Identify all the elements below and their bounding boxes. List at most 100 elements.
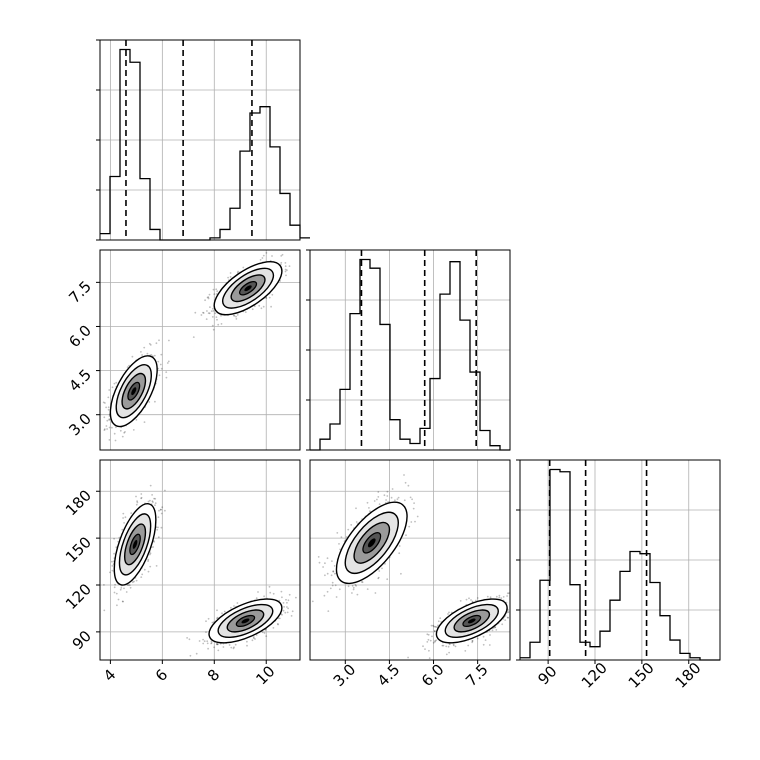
scatter-point bbox=[434, 630, 436, 633]
scatter-point bbox=[158, 374, 161, 377]
scatter-point bbox=[265, 297, 268, 300]
scatter-point bbox=[223, 610, 226, 613]
scatter-point bbox=[135, 503, 138, 506]
x-tick-label: 10 bbox=[252, 662, 278, 688]
scatter-point bbox=[398, 552, 401, 555]
scatter-point bbox=[506, 611, 509, 614]
scatter-point bbox=[107, 396, 110, 399]
scatter-point bbox=[216, 643, 219, 646]
scatter-point bbox=[208, 293, 211, 296]
scatter-point bbox=[107, 408, 110, 411]
scatter-point bbox=[355, 507, 357, 510]
scatter-point bbox=[189, 654, 192, 657]
scatter-point bbox=[351, 592, 353, 594]
scatter-point bbox=[412, 507, 415, 510]
scatter-point bbox=[228, 644, 231, 646]
scatter-point bbox=[383, 494, 386, 497]
scatter-point bbox=[236, 271, 239, 274]
scatter-point bbox=[209, 306, 211, 308]
scatter-point bbox=[347, 585, 350, 588]
scatter-point bbox=[338, 543, 340, 545]
scatter-point bbox=[269, 591, 272, 594]
scatter-point bbox=[262, 305, 265, 308]
scatter-point bbox=[386, 495, 389, 497]
scatter-point bbox=[410, 521, 413, 523]
y-tick-label: 120 bbox=[62, 580, 95, 613]
scatter-point bbox=[233, 646, 235, 649]
scatter-point bbox=[143, 346, 146, 349]
scatter-point bbox=[426, 633, 429, 636]
scatter-point bbox=[286, 269, 288, 272]
scatter-point bbox=[253, 305, 256, 308]
scatter-point bbox=[246, 640, 248, 643]
scatter-panel-0-1 bbox=[99, 249, 301, 451]
scatter-point bbox=[233, 315, 236, 317]
scatter-point bbox=[130, 512, 133, 514]
scatter-point bbox=[202, 311, 204, 314]
axes-frame bbox=[99, 249, 301, 451]
scatter-point bbox=[148, 401, 151, 403]
scatter-point bbox=[398, 545, 401, 547]
scatter-point bbox=[281, 253, 284, 256]
scatter-point bbox=[135, 579, 138, 582]
scatter-point bbox=[366, 588, 369, 590]
scatter-point bbox=[504, 619, 507, 621]
scatter-point bbox=[271, 293, 274, 296]
y-tick-label: 4.5 bbox=[65, 366, 95, 396]
scatter-point bbox=[429, 639, 432, 642]
scatter-point bbox=[215, 643, 218, 646]
scatter-point bbox=[428, 649, 430, 652]
scatter-point bbox=[152, 546, 155, 548]
scatter-point bbox=[166, 362, 169, 364]
scatter-point bbox=[291, 610, 294, 613]
scatter-point bbox=[141, 354, 144, 356]
scatter-point bbox=[211, 621, 214, 624]
scatter-point bbox=[326, 557, 329, 560]
scatter-point bbox=[200, 314, 203, 316]
scatter-point bbox=[396, 498, 399, 500]
scatter-point bbox=[140, 493, 143, 495]
scatter-point bbox=[108, 419, 111, 421]
scatter-point bbox=[208, 312, 211, 315]
scatter-point bbox=[113, 382, 116, 385]
scatter-point bbox=[109, 571, 111, 574]
scatter-point bbox=[188, 638, 191, 641]
scatter-point bbox=[108, 418, 111, 421]
density-contour bbox=[367, 538, 376, 548]
scatter-point bbox=[147, 558, 150, 561]
scatter-point bbox=[146, 352, 149, 355]
scatter-point bbox=[407, 656, 409, 659]
scatter-point bbox=[280, 590, 283, 593]
scatter-point bbox=[140, 351, 142, 353]
scatter-point bbox=[287, 599, 290, 602]
scatter-point bbox=[212, 328, 215, 331]
scatter-point bbox=[108, 439, 111, 441]
scatter-point bbox=[165, 376, 168, 379]
scatter-point bbox=[216, 617, 218, 620]
scatter-point bbox=[230, 646, 233, 649]
scatter-point bbox=[210, 640, 213, 643]
scatter-point bbox=[424, 648, 426, 650]
scatter-point bbox=[288, 593, 291, 596]
axes-frame bbox=[519, 459, 721, 661]
scatter-point bbox=[123, 431, 126, 434]
scatter-point bbox=[104, 402, 106, 404]
scatter-point bbox=[430, 624, 433, 627]
scatter-point bbox=[114, 439, 117, 442]
scatter-point bbox=[165, 371, 168, 373]
scatter-point bbox=[331, 560, 333, 562]
scatter-point bbox=[106, 419, 109, 422]
scatter-point bbox=[215, 293, 218, 295]
scatter-point bbox=[237, 270, 240, 273]
scatter-point bbox=[136, 500, 139, 503]
scatter-point bbox=[157, 526, 159, 529]
scatter-point bbox=[158, 509, 160, 512]
scatter-point bbox=[326, 572, 329, 575]
scatter-point bbox=[470, 599, 472, 601]
scatter-point bbox=[400, 572, 402, 575]
scatter-point bbox=[206, 642, 209, 645]
scatter-point bbox=[210, 642, 213, 644]
x-tick-label: 4.5 bbox=[374, 660, 404, 690]
x-tick-label: 6.0 bbox=[418, 660, 448, 690]
